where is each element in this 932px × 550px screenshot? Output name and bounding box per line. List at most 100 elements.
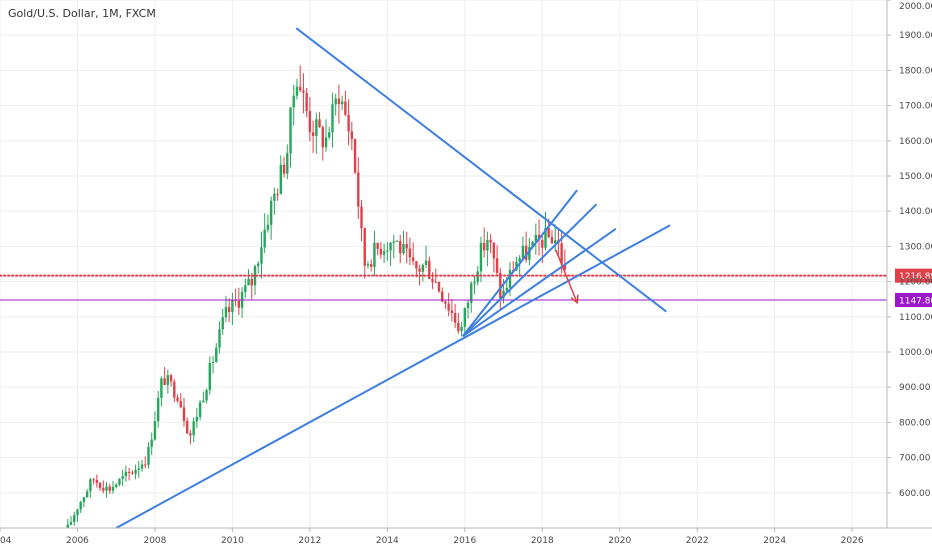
candle-body [447,303,450,311]
candle-body [211,361,215,363]
candle-body [441,291,444,302]
y-tick-label: 1100.00 [899,313,932,323]
candle-body [186,420,189,434]
candle-body [253,266,257,286]
candle-body [231,299,234,312]
candle-body [286,153,289,174]
y-tick-label: 1500.00 [899,172,932,182]
candle-body [169,375,173,382]
candle-body [479,243,483,272]
y-tick-label: 1700.00 [899,102,932,112]
candle-body [315,119,318,136]
candle-body [486,239,489,251]
candle-body [353,139,357,173]
candle-body [492,242,496,259]
candle-body [79,502,82,510]
candle-body [92,479,95,481]
x-tick-label: 2004 [0,536,12,546]
candle-body [328,132,331,138]
candle-body [144,464,147,466]
candle-body [202,400,205,403]
grid [0,0,887,528]
candle-body [108,486,111,491]
trend-line-fan-2 [462,203,598,337]
candle-body [518,258,521,262]
candle-body [115,484,118,488]
candle-body [302,90,305,93]
candle-body [121,476,124,479]
price-level-label: 1216.89 [899,272,932,282]
candle-body [98,482,102,489]
candle-body [173,381,176,398]
candle-body [428,260,431,279]
candle-body [463,308,467,327]
candle-body [389,242,392,251]
candle-body [311,132,315,136]
candle-body [489,239,492,243]
candle-body [279,164,283,194]
candle-body [473,281,476,284]
horizontal-levels: 1216.89 1147.80 [0,268,932,307]
candle-body [292,95,295,108]
candle-body [189,433,192,436]
candle-body [321,127,324,148]
y-tick-label: 1800.00 [899,66,932,76]
candle-body [482,243,486,251]
candle-body [105,486,108,491]
candle-body [386,250,389,252]
y-tick-label: 2000.00 [899,2,932,12]
candle-body [402,244,405,254]
candle-body [521,245,525,259]
candle-body [534,234,538,242]
trend-line-resistance [295,27,667,313]
candle-body [163,378,166,385]
candle-body [563,263,567,270]
x-tick-label: 2020 [608,536,631,546]
candle-body [221,317,224,330]
candle-body [331,104,334,133]
candle-body [347,114,350,132]
candle-body [273,193,276,201]
candle-body [208,362,212,391]
candle-body [95,480,99,483]
candle-body [153,421,157,440]
trend-line-long-support [115,224,671,529]
x-tick-label: 2014 [376,536,399,546]
candle-body [470,283,473,303]
candle-body [376,242,379,249]
candle-body [424,260,428,265]
candle-body [444,301,447,304]
candle-body [408,248,412,258]
candle-body [544,227,547,248]
x-tick-label: 2024 [763,536,786,546]
candle-body [369,264,373,267]
forecast-arrow-head [570,294,579,305]
candle-body [247,278,250,286]
trend-line-fan-1 [462,189,578,337]
candle-body [305,92,308,112]
x-tick-label: 2006 [66,536,89,546]
candle-body [176,397,179,401]
candle-body [266,224,270,230]
candle-body [495,258,499,273]
candle-body [218,329,221,348]
candle-body [415,261,418,269]
chart-title: Gold/U.S. Dollar, 1M, FXCM [8,7,156,20]
candle-body [560,243,563,264]
candle-body [318,119,321,128]
candle-body [276,193,279,195]
candle-body [437,282,441,292]
x-tick-label: 2016 [453,536,476,546]
candle-body [250,278,253,286]
candle-body [418,268,421,272]
candle-body [269,200,273,225]
candle-body [224,307,228,318]
candle-body [460,326,463,332]
price-level-tag [895,292,932,307]
candle-body [82,497,86,503]
candle-body [76,509,79,516]
candle-body [244,285,247,293]
candle-body [102,488,105,491]
candle-body [131,472,134,474]
